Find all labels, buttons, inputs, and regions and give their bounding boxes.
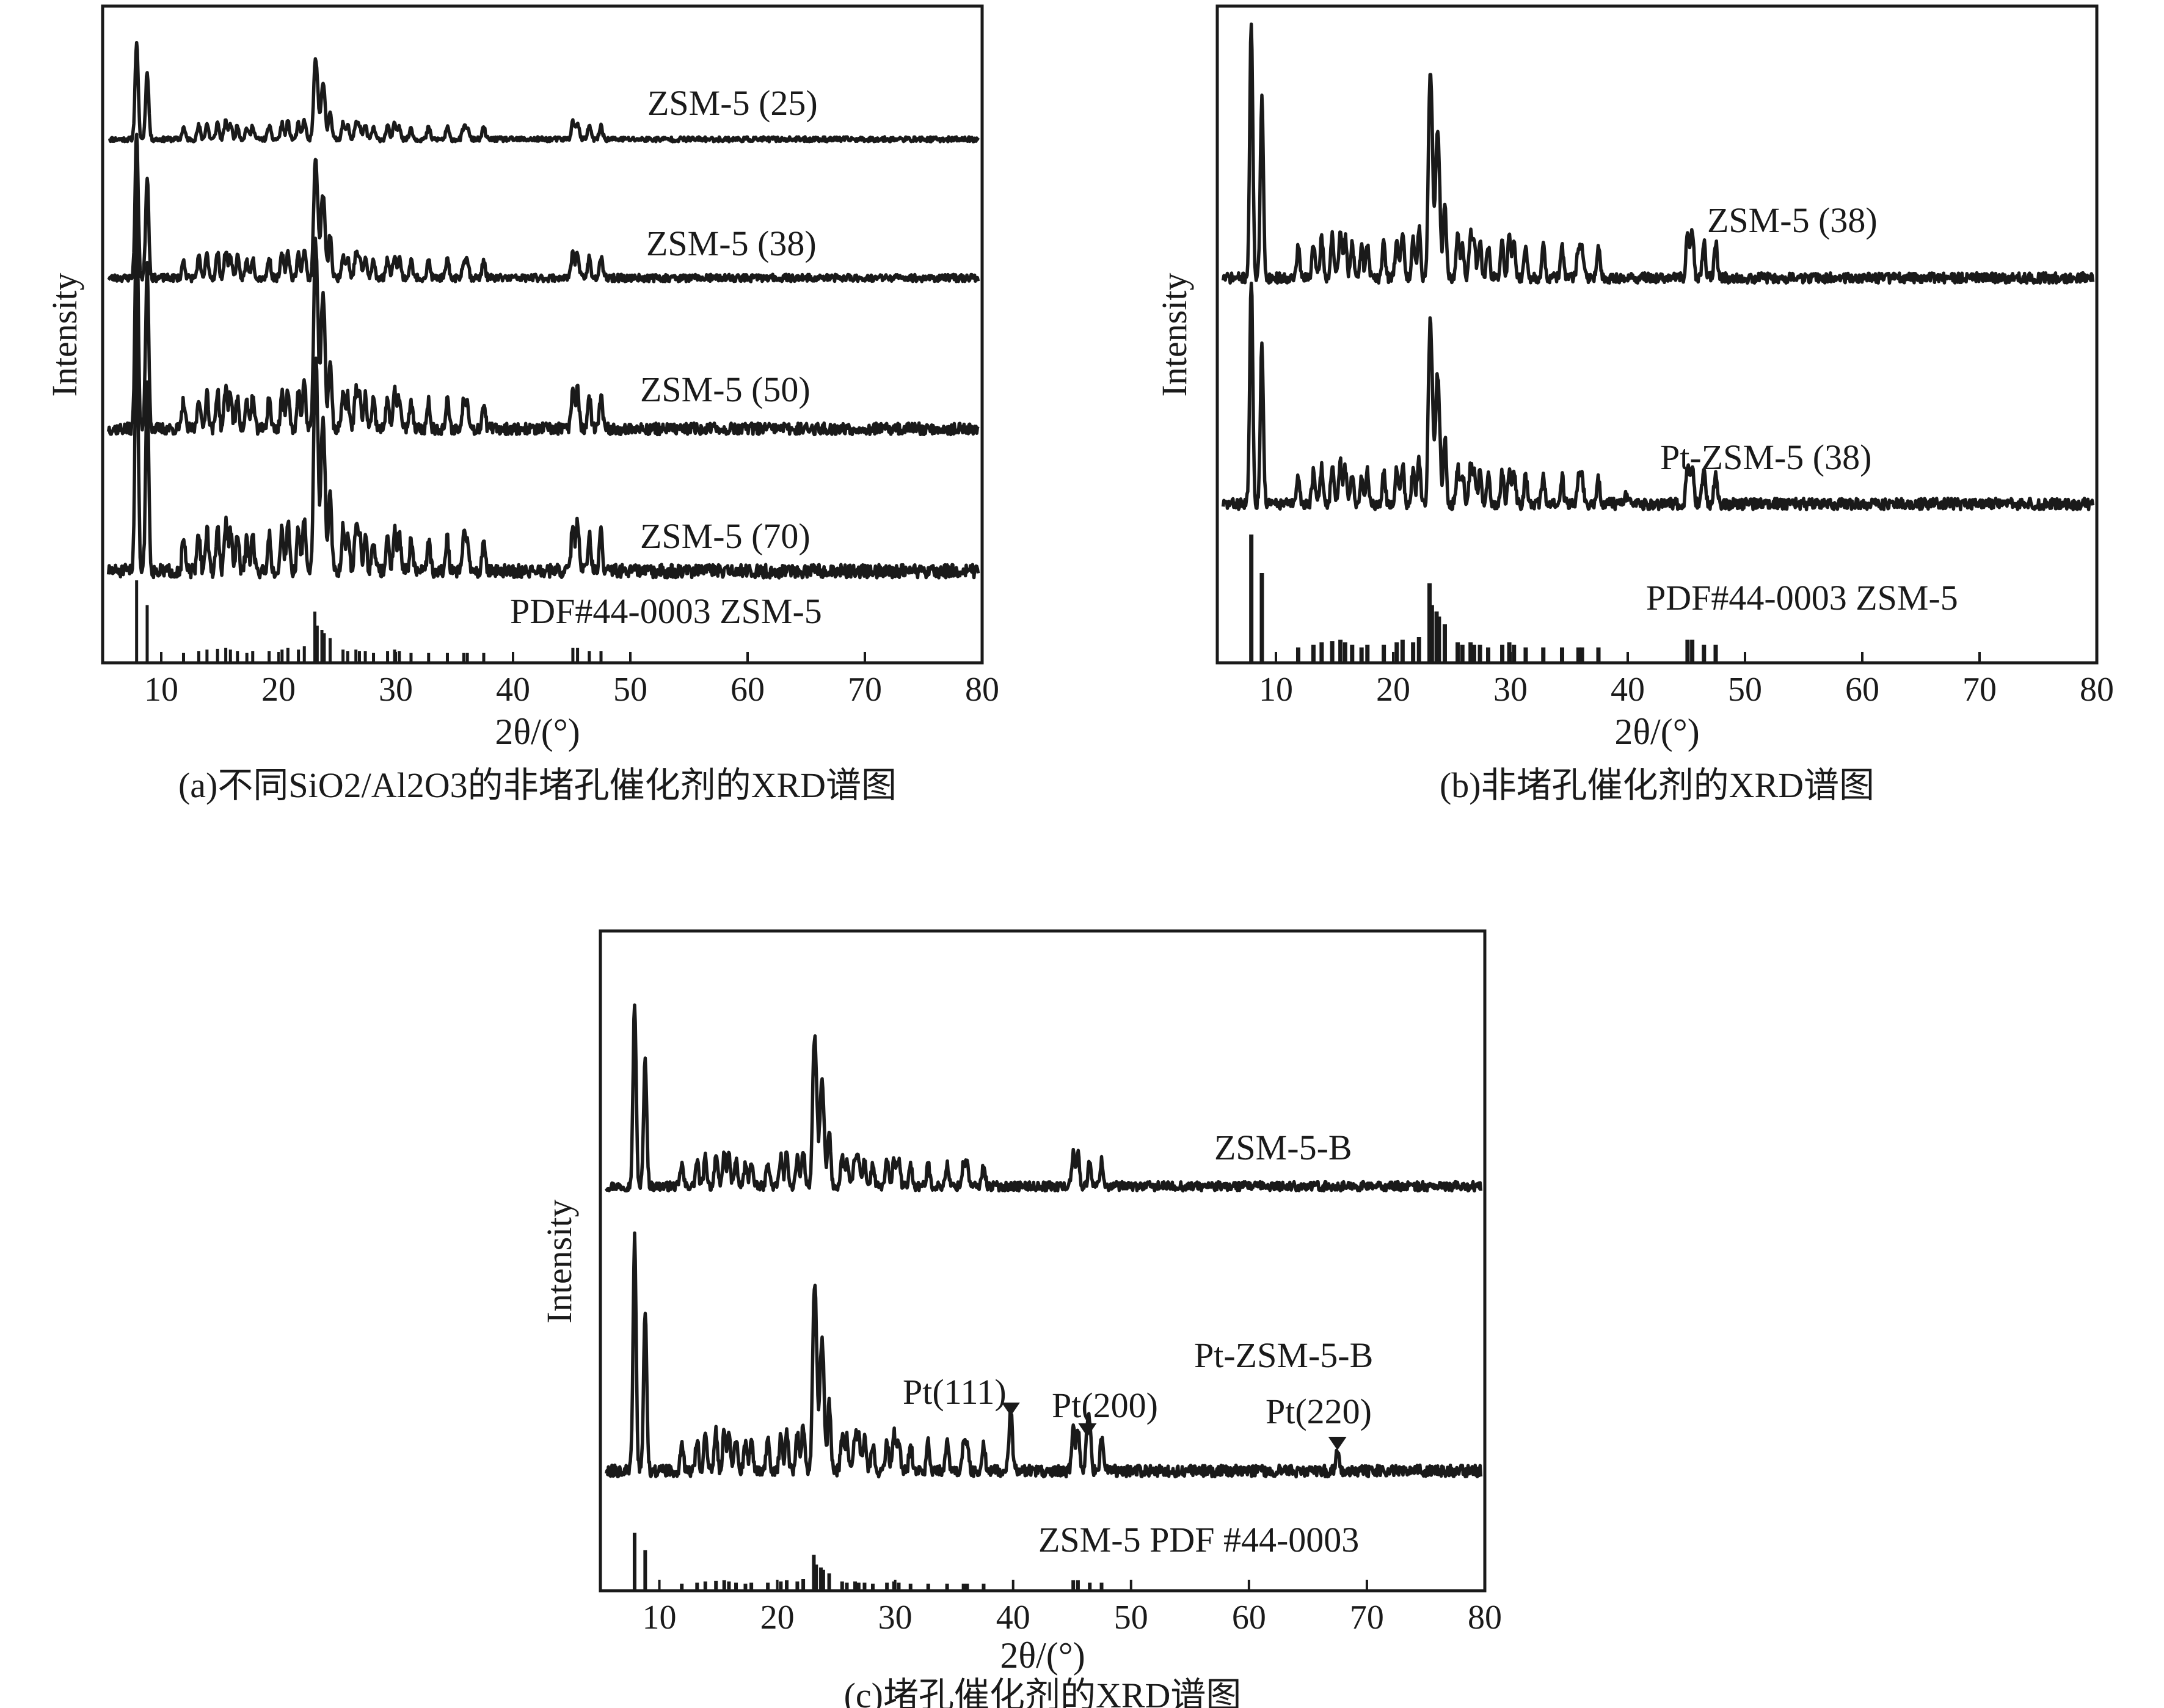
panel-a-x-tick-label: 10: [144, 671, 178, 709]
panel-c-annotation-pt220: Pt(220): [1266, 1392, 1372, 1431]
panel-c-annotation-pt200: Pt(200): [1052, 1385, 1158, 1425]
panel-a-series-label-2: ZSM-5 (38): [646, 224, 817, 263]
panel-c-caption: (c)堵孔催化剂的XRD谱图: [844, 1676, 1242, 1708]
panel-a-series-label-3: ZSM-5 (50): [640, 370, 811, 409]
panel-b-plot: [1221, 22, 2095, 663]
panel-c-x-tick-label: 10: [643, 1599, 677, 1637]
panel-b-x-tick-label: 40: [1611, 671, 1645, 709]
panel-a-y-axis-label: Intensity: [45, 273, 84, 397]
panel-c-x-tick-label: 50: [1114, 1599, 1148, 1637]
panel-c-series-1-line: [605, 1003, 1483, 1193]
panel-a-x-tick-label: 70: [848, 671, 882, 709]
panel-b-x-tick-label: 20: [1376, 671, 1410, 709]
panel-a-frame: [101, 4, 984, 665]
panel-c-y-axis-label: Intensity: [539, 1200, 579, 1324]
panel-b-x-axis: 10 20 30 40 50 60 70 80: [1259, 652, 2114, 709]
panel-b-x-tick-label: 70: [1962, 671, 1997, 709]
panel-c-annotation-pt111: Pt(111): [903, 1372, 1007, 1412]
panel-c-series-label-3: ZSM-5 PDF #44-0003: [1038, 1520, 1359, 1560]
panel-c-pt-marker-triangle: [1001, 1403, 1020, 1416]
panel-a-plot: [106, 40, 980, 663]
panel-c-x-tick-label: 60: [1232, 1599, 1266, 1637]
panel-c-frame: [599, 929, 1487, 1593]
panel-b-series-label-2: Pt-ZSM-5 (38): [1660, 437, 1871, 477]
panel-c-x-tick-label: 30: [878, 1599, 913, 1637]
panel-b: 10 20 30 40 50 60 70 80 ZSM-5 (38) Pt-ZSM-5 (38…: [1154, 4, 2114, 805]
panel-b-x-tick-label: 50: [1728, 671, 1762, 709]
panel-b-series-2-line: [1221, 282, 2095, 511]
panel-c-plot: [605, 1003, 1483, 1591]
panel-a-x-tick-label: 60: [730, 671, 765, 709]
panel-a: 10 20 30 40 50 60 70 80 ZSM-5 (25) ZSM-5 (38) Z…: [45, 4, 999, 805]
panel-b-series-label-3: PDF#44-0003 ZSM-5: [1646, 578, 1958, 618]
panel-c-x-tick-label: 20: [760, 1599, 795, 1637]
panel-c-series-2-line: [605, 1231, 1483, 1479]
panel-a-series-label-1: ZSM-5 (25): [647, 83, 818, 123]
panel-a-series-2-line: [107, 133, 980, 283]
panel-a-x-tick-label: 30: [379, 671, 413, 709]
panel-a-x-tick-label: 40: [496, 671, 530, 709]
panel-c-x-tick-label: 70: [1350, 1599, 1384, 1637]
panel-b-frame: [1215, 4, 2099, 665]
panel-c-series-label-2: Pt-ZSM-5-B: [1194, 1335, 1373, 1375]
panel-c-series-label-1: ZSM-5-B: [1214, 1128, 1352, 1167]
panel-c-x-tick-label: 80: [1468, 1599, 1502, 1637]
panel-b-x-tick-label: 30: [1493, 671, 1528, 709]
panel-c-x-axis: 10 20 30 40 50 60 70 80: [643, 1580, 1502, 1637]
panel-a-series-4-line: [106, 299, 980, 580]
panel-a-x-tick-label: 20: [261, 671, 296, 709]
panel-b-x-axis-label: 2θ/(°): [1614, 712, 1699, 752]
panel-a-x-axis-label: 2θ/(°): [495, 712, 580, 752]
panel-c: 10 20 30 40 50 60 70 80 ZSM-5-B Pt-ZSM-5-B ZSM-…: [539, 929, 1502, 1708]
panel-a-x-tick-label: 50: [613, 671, 647, 709]
panel-a-series-label-5: PDF#44-0003 ZSM-5: [510, 591, 822, 631]
panel-b-caption: (b)非堵孔催化剂的XRD谱图: [1440, 765, 1874, 805]
panel-c-x-tick-label: 40: [996, 1599, 1030, 1637]
panel-b-series-1-line: [1221, 22, 2095, 285]
panel-a-series-3-line: [106, 197, 980, 437]
panel-b-x-tick-label: 80: [2080, 671, 2114, 709]
panel-a-x-tick-label: 80: [965, 671, 999, 709]
panel-b-series-label-1: ZSM-5 (38): [1707, 200, 1878, 240]
panel-a-caption: (a)不同SiO2/Al2O3的非堵孔催化剂的XRD谱图: [178, 765, 897, 805]
panel-b-y-axis-label: Intensity: [1154, 273, 1194, 397]
panel-c-pt-marker-triangle: [1328, 1437, 1347, 1450]
panel-c-x-axis-label: 2θ/(°): [1000, 1635, 1085, 1676]
panel-b-x-tick-label: 60: [1845, 671, 1879, 709]
panel-a-x-axis: 10 20 30 40 50 60 70 80: [144, 652, 999, 709]
panel-a-series-label-4: ZSM-5 (70): [640, 516, 811, 556]
panel-a-series-1-line: [107, 40, 980, 144]
panel-b-x-tick-label: 10: [1259, 671, 1293, 709]
panel-c-pt-marker-triangle: [1078, 1423, 1097, 1437]
